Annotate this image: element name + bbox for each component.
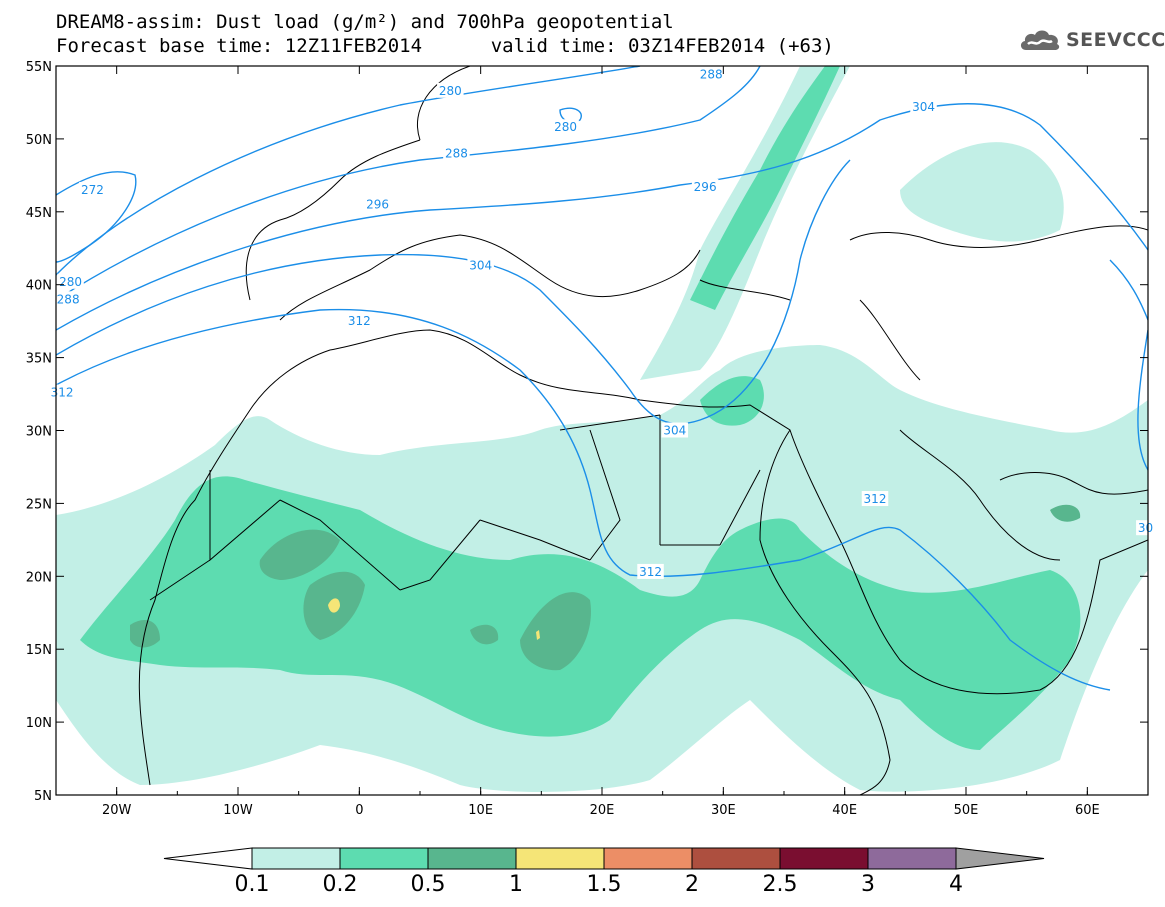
colorbar-swatch: [515, 847, 605, 870]
contour-label: 304: [469, 259, 492, 273]
valid-time: valid time: 03Z14FEB2014 (+63): [490, 35, 834, 57]
colorbar-swatch: [251, 847, 341, 870]
lat-tick-label: 15N: [26, 643, 52, 658]
lon-tick-label: 10W: [223, 803, 253, 818]
contour-label: 272: [81, 183, 104, 197]
contour-label: 30: [1138, 521, 1153, 535]
contour-label-bg: [552, 119, 579, 135]
contour-label-bg: [79, 181, 106, 197]
lat-tick-label: 40N: [26, 279, 52, 294]
colorbar-high-arrow: [955, 847, 1045, 870]
contour-label: 304: [663, 424, 686, 438]
colorbar-label: 1.5: [587, 872, 622, 897]
map-title: DREAM8-assim: Dust load (g/m²) and 700hP…: [56, 11, 674, 33]
colorbar-low-arrow: [163, 847, 253, 870]
contour-label: 280: [554, 120, 577, 134]
contour-label: 304: [912, 100, 935, 114]
dust-shading-peak: [328, 598, 540, 640]
colorbar-label: 1: [509, 872, 523, 897]
contour-label: 312: [639, 565, 662, 579]
lat-tick-label: 30N: [26, 425, 52, 440]
lon-tick-label: 40E: [832, 803, 857, 818]
lon-tick-label: 20W: [102, 803, 132, 818]
logo-text: SEEVCCC: [1066, 29, 1165, 51]
lat-tick-label: 50N: [26, 133, 52, 148]
contour-label-bg: [443, 145, 470, 161]
lon-tick-label: 60E: [1075, 803, 1100, 818]
lat-tick-label: 10N: [26, 716, 52, 731]
base-time: Forecast base time: 12Z11FEB2014: [56, 35, 423, 57]
contour-label: 312: [51, 386, 74, 400]
contour-label-bg: [437, 82, 464, 98]
contour-label-bg: [364, 196, 391, 212]
lon-tick-label: 50E: [954, 803, 979, 818]
contour-label: 296: [366, 198, 389, 212]
colorbar-swatch: [779, 847, 869, 870]
contour-label: 288: [445, 146, 468, 160]
cloud-icon: [1020, 30, 1060, 50]
contour-label-bg: [467, 257, 494, 273]
contour-label: 296: [694, 180, 717, 194]
colorbar-label: 0.2: [323, 872, 358, 897]
lat-tick-label: 25N: [26, 497, 52, 512]
contour-label-bg: [346, 313, 373, 329]
contour-label-bg: [661, 422, 689, 438]
colorbar-label: 2: [685, 872, 699, 897]
lat-tick-label: 55N: [26, 60, 52, 75]
dust-shading-high: [130, 504, 1081, 671]
lon-tick-label: 10E: [468, 803, 493, 818]
contour-label-bg: [637, 563, 664, 579]
lat-tick-label: 20N: [26, 570, 52, 585]
lon-tick-label: 0: [355, 803, 363, 818]
colorbar: 0.1 0.2 0.5 1 1.5 2 2.5 3 4: [163, 847, 1045, 897]
seevccc-logo: SEEVCCC: [1018, 26, 1165, 54]
contour-label: 288: [57, 292, 80, 306]
contour-label: 312: [864, 492, 887, 506]
lon-tick-label: 20E: [590, 803, 615, 818]
longitude-axis: 20W 10W 0 10E 20E 30E 40E 50E 60E: [55, 66, 1149, 818]
colorbar-label: 0.1: [235, 872, 270, 897]
colorbar-label: 4: [949, 872, 963, 897]
contour-label-bg: [691, 179, 719, 195]
colorbar-label: 3: [861, 872, 875, 897]
contour-label-bg: [861, 491, 889, 507]
contour-label-bg: [697, 66, 725, 82]
forecast-times: Forecast base time: 12Z11FEB2014 valid t…: [56, 36, 834, 56]
contour-label: 280: [59, 275, 82, 289]
lat-tick-label: 35N: [26, 352, 52, 367]
colorbar-swatch: [691, 847, 781, 870]
lat-tick-label: 5N: [34, 789, 52, 804]
contour-label-bg: [1136, 520, 1156, 536]
contour-label: 312: [348, 314, 371, 328]
contour-label: 280: [439, 84, 462, 98]
colorbar-swatch: [603, 847, 693, 870]
colorbar-swatch: [339, 847, 429, 870]
lat-tick-label: 45N: [26, 206, 52, 221]
latitude-axis: 55N 50N 45N 40N 35N 30N 25N 20N 15N 10N 5N: [26, 60, 1148, 804]
colorbar-label: 0.5: [411, 872, 446, 897]
lon-tick-label: 30E: [711, 803, 736, 818]
contour-label: 288: [700, 68, 723, 82]
colorbar-label: 2.5: [763, 872, 798, 897]
colorbar-swatch: [427, 847, 517, 870]
coastlines: [138, 66, 1148, 795]
contour-label-bg: [54, 291, 82, 307]
geopotential-contours: [56, 66, 1148, 691]
contour-label-bg: [910, 98, 937, 114]
colorbar-swatch: [867, 847, 957, 870]
map-plot-area: [56, 66, 1148, 795]
